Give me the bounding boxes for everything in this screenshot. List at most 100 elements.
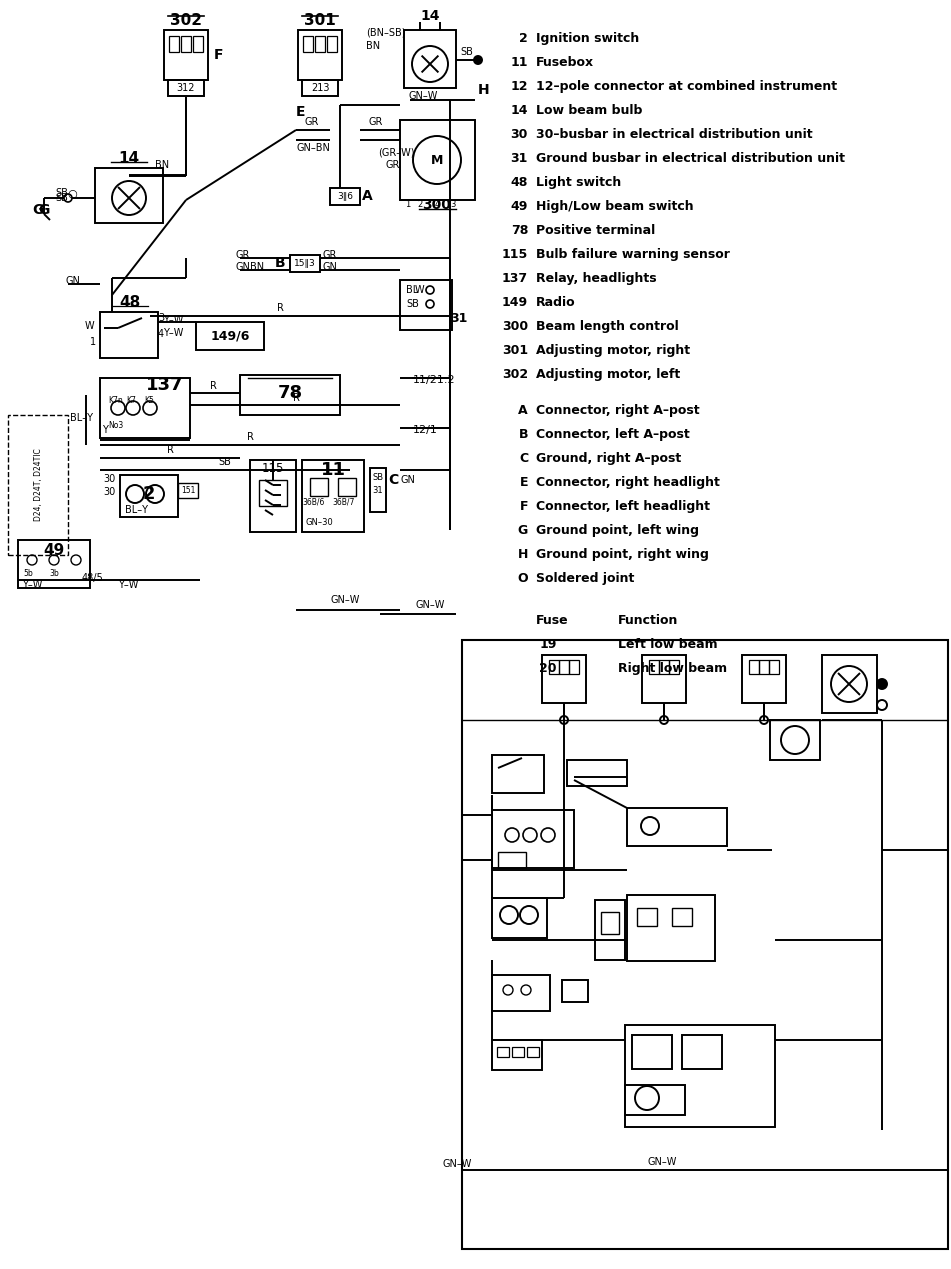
- Text: BL–Y: BL–Y: [125, 505, 148, 515]
- Text: Low beam bulb: Low beam bulb: [536, 104, 642, 117]
- Text: H: H: [517, 547, 528, 561]
- Bar: [178, 483, 198, 497]
- Text: W: W: [415, 286, 425, 294]
- Bar: [302, 459, 364, 532]
- Text: B: B: [518, 428, 528, 440]
- Text: 36B/7: 36B/7: [332, 497, 355, 506]
- Text: 137: 137: [146, 376, 184, 393]
- Text: 30: 30: [103, 475, 115, 483]
- Text: 2: 2: [519, 32, 528, 44]
- Text: Connector, right headlight: Connector, right headlight: [536, 476, 720, 489]
- Text: O: O: [517, 571, 528, 585]
- Text: 48: 48: [120, 294, 141, 310]
- Bar: [400, 280, 452, 330]
- Bar: [193, 36, 203, 52]
- Text: Adjusting motor, left: Adjusting motor, left: [536, 368, 680, 381]
- Bar: [95, 168, 163, 223]
- Text: GN: GN: [235, 261, 250, 272]
- Text: A: A: [518, 404, 528, 416]
- Text: GR: GR: [368, 117, 382, 127]
- Bar: [659, 660, 669, 674]
- Bar: [338, 478, 356, 496]
- Text: 31: 31: [372, 486, 382, 495]
- Text: 12/1: 12/1: [413, 425, 437, 435]
- Bar: [567, 760, 627, 786]
- Text: SB: SB: [372, 472, 383, 481]
- Text: 14: 14: [420, 9, 439, 23]
- Text: GN: GN: [400, 475, 415, 485]
- Text: R: R: [166, 445, 173, 456]
- Text: Connector, right A–post: Connector, right A–post: [536, 404, 700, 416]
- Text: Positive terminal: Positive terminal: [536, 223, 655, 236]
- Text: Bulb failure warning sensor: Bulb failure warning sensor: [536, 247, 729, 260]
- Text: Ignition switch: Ignition switch: [536, 32, 639, 44]
- Bar: [742, 655, 786, 703]
- Text: 30–busbar in electrical distribution unit: 30–busbar in electrical distribution uni…: [536, 127, 812, 141]
- Text: 3: 3: [158, 313, 165, 324]
- Text: F: F: [214, 48, 223, 62]
- Bar: [302, 80, 338, 96]
- Bar: [164, 30, 208, 80]
- Text: W: W: [85, 321, 95, 331]
- Text: BN: BN: [366, 41, 380, 51]
- Text: 19: 19: [539, 637, 556, 651]
- Text: 36B/6: 36B/6: [302, 497, 324, 506]
- Text: SB: SB: [460, 47, 473, 57]
- Bar: [462, 640, 948, 1249]
- Text: 300: 300: [502, 320, 528, 332]
- Text: No3: No3: [108, 420, 124, 429]
- Text: SB: SB: [219, 457, 231, 467]
- Bar: [250, 459, 296, 532]
- Text: 1: 1: [405, 199, 411, 208]
- Text: 302: 302: [170, 13, 202, 28]
- Bar: [822, 655, 877, 713]
- Text: 15‖3: 15‖3: [294, 259, 316, 268]
- Bar: [527, 1047, 539, 1057]
- Text: G: G: [517, 524, 528, 537]
- Bar: [649, 660, 659, 674]
- Bar: [492, 898, 547, 938]
- Text: Connector, left headlight: Connector, left headlight: [536, 500, 710, 513]
- Text: GN: GN: [322, 261, 337, 272]
- Bar: [562, 980, 588, 1003]
- Bar: [196, 322, 264, 350]
- Text: GR: GR: [304, 117, 319, 127]
- Text: 14: 14: [511, 104, 528, 117]
- Bar: [769, 660, 779, 674]
- Text: 2: 2: [417, 199, 422, 208]
- Text: GR: GR: [235, 250, 249, 260]
- Bar: [672, 909, 692, 926]
- Text: GN–30: GN–30: [305, 518, 333, 527]
- Text: ○: ○: [68, 188, 77, 198]
- Text: 137: 137: [502, 272, 528, 284]
- Text: GN–W: GN–W: [415, 600, 444, 610]
- Bar: [492, 755, 544, 793]
- Text: GR: GR: [385, 160, 399, 170]
- Bar: [492, 1041, 542, 1070]
- Bar: [498, 851, 526, 868]
- Bar: [327, 36, 337, 52]
- Text: Right low beam: Right low beam: [618, 661, 728, 675]
- Text: Y–W: Y–W: [163, 327, 184, 338]
- Bar: [120, 475, 178, 516]
- Bar: [512, 1047, 524, 1057]
- Text: High/Low beam switch: High/Low beam switch: [536, 199, 693, 212]
- Bar: [330, 188, 360, 206]
- Bar: [637, 909, 657, 926]
- Text: 48/5: 48/5: [82, 574, 104, 582]
- Bar: [542, 655, 586, 703]
- Text: 4: 4: [435, 199, 439, 208]
- Text: 312: 312: [177, 82, 195, 93]
- Bar: [770, 720, 820, 760]
- Text: 301: 301: [304, 13, 336, 28]
- Text: 11/21:2: 11/21:2: [413, 376, 456, 385]
- Bar: [18, 541, 90, 588]
- Text: 1: 1: [90, 338, 96, 346]
- Text: 31: 31: [511, 151, 528, 165]
- Bar: [549, 660, 559, 674]
- Bar: [627, 808, 727, 846]
- Bar: [625, 1085, 685, 1115]
- Text: 49: 49: [511, 199, 528, 212]
- Bar: [259, 480, 287, 506]
- Text: Ground point, right wing: Ground point, right wing: [536, 547, 708, 561]
